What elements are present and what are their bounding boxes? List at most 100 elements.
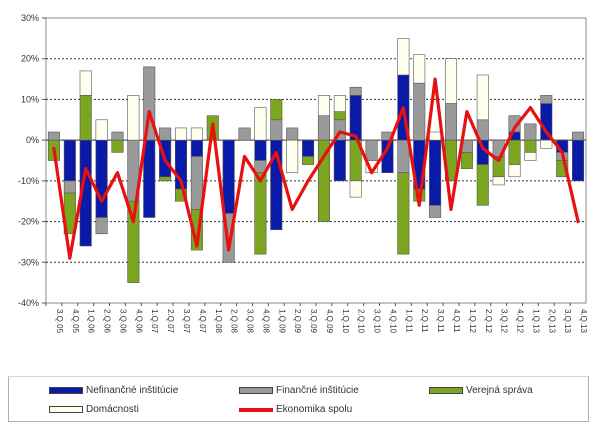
x-tick-label: 1.Q.07 <box>150 309 159 334</box>
bar-segment <box>540 95 553 104</box>
bar-segment <box>429 204 442 218</box>
bar-segment <box>429 131 442 141</box>
bar-segment <box>397 38 410 76</box>
bar-segment <box>143 139 156 218</box>
legend-label-verej: Verejná správa <box>466 385 533 396</box>
x-tick-label: 3.Q.10 <box>373 309 382 334</box>
bar-segment <box>349 180 362 198</box>
x-tick-label: 1.Q.09 <box>277 309 286 334</box>
x-tick-label: 2.Q.10 <box>357 309 366 334</box>
legend-item-ekon: Ekonomika spolu <box>239 404 352 415</box>
legend-label-ekon: Ekonomika spolu <box>276 404 353 415</box>
x-tick-label: 3.Q.09 <box>309 309 318 334</box>
bar-segment <box>524 123 537 141</box>
legend-swatch-nefin <box>49 387 83 394</box>
plot-area <box>45 17 587 304</box>
x-tick-label: 4.Q.13 <box>579 309 588 334</box>
bar-segment <box>492 176 505 186</box>
bar-segment <box>47 131 60 141</box>
bar-segment <box>317 139 330 222</box>
bar-segment <box>413 82 426 141</box>
y-tick-label: 10% <box>21 94 39 104</box>
x-tick-label: 2.Q.08 <box>230 309 239 334</box>
bar-segment <box>190 209 203 251</box>
x-tick-label: 3.Q.11 <box>436 309 445 333</box>
bar-segment <box>159 127 172 141</box>
bar-segment <box>190 156 203 210</box>
bar-segment <box>572 131 585 141</box>
bar-segment <box>444 103 458 141</box>
bar-segment <box>127 200 140 283</box>
bar-segment <box>365 139 378 161</box>
y-tick-label: -30% <box>18 257 39 267</box>
bar-segment <box>174 188 188 202</box>
bar-segment <box>349 86 362 96</box>
x-tick-label: 4.Q.06 <box>134 309 143 334</box>
legend-item-domac: Domácnosti <box>49 404 139 415</box>
bar-segment <box>159 176 172 182</box>
bar-segment <box>286 139 299 174</box>
bar-segment <box>397 139 410 174</box>
x-tick-label: 1.Q.10 <box>341 309 350 334</box>
x-tick-label: 2.Q.06 <box>103 309 112 334</box>
x-tick-label: 4.Q.07 <box>198 309 207 334</box>
bar-segment <box>540 139 553 149</box>
y-tick-label: 30% <box>21 13 39 23</box>
x-tick-label: 1.Q.12 <box>468 309 477 334</box>
x-tick-label: 4.Q.05 <box>71 309 80 334</box>
bar-segment <box>333 111 346 121</box>
bar-segment <box>333 139 346 182</box>
bar-segment <box>302 156 315 165</box>
bar-segment <box>302 139 315 157</box>
bar-segment <box>79 95 92 141</box>
legend-label-domac: Domácnosti <box>86 404 139 415</box>
bar-segment <box>190 127 203 141</box>
x-tick-label: 3.Q.13 <box>563 309 572 334</box>
legend-label-nefin: Nefinančné inštitúcie <box>86 385 179 396</box>
y-tick-label: -40% <box>18 298 39 308</box>
x-tick-label: 4.Q.09 <box>325 309 334 334</box>
legend-item-nefin: Nefinančné inštitúcie <box>49 385 178 396</box>
bar-segment <box>111 131 124 141</box>
x-tick-label: 2.Q.07 <box>166 309 175 334</box>
x-tick-label: 2.Q.11 <box>420 309 429 333</box>
bar-segment <box>95 139 108 218</box>
bar-segment <box>317 115 330 141</box>
bar-segment <box>476 74 489 121</box>
bar-segment <box>429 139 442 206</box>
bar-segment <box>111 139 124 153</box>
x-tick-label: 3.Q.07 <box>182 309 191 334</box>
x-tick-label: 1.Q.08 <box>214 309 223 334</box>
bar-segment <box>63 139 76 182</box>
legend-swatch-ekon <box>239 407 273 412</box>
bar-segment <box>524 152 537 161</box>
x-tick-label: 3.Q.05 <box>55 309 64 334</box>
bar-segment <box>508 139 521 165</box>
x-tick-label: 1.Q.13 <box>531 309 540 334</box>
bar-segment <box>127 95 140 141</box>
bar-segment <box>317 95 330 117</box>
bar-segment <box>397 172 410 255</box>
bar-segment <box>333 95 346 112</box>
bar-segment <box>460 152 473 169</box>
x-tick-label: 3.Q.08 <box>246 309 255 334</box>
bar-segment <box>174 127 188 141</box>
legend-label-fin: Finančné inštitúcie <box>276 385 359 396</box>
bar-segment <box>190 139 203 157</box>
bar-segment <box>556 160 569 178</box>
bar-segment <box>476 164 489 206</box>
x-tick-label: 1.Q.06 <box>87 309 96 334</box>
y-tick-label: -20% <box>18 217 39 227</box>
x-tick-label: 1.Q.11 <box>404 309 413 333</box>
bar-segment <box>238 127 251 141</box>
bar-segment <box>95 119 108 141</box>
x-tick-label: 4.Q.08 <box>261 309 270 334</box>
bar-segment <box>270 99 283 121</box>
y-tick-label: -10% <box>18 176 39 186</box>
bar-segment <box>270 119 283 141</box>
y-tick-label: 0% <box>26 135 39 145</box>
legend-item-fin: Finančné inštitúcie <box>239 385 359 396</box>
x-tick-label: 2.Q.13 <box>547 309 556 334</box>
x-tick-label: 3.Q.12 <box>500 309 509 334</box>
